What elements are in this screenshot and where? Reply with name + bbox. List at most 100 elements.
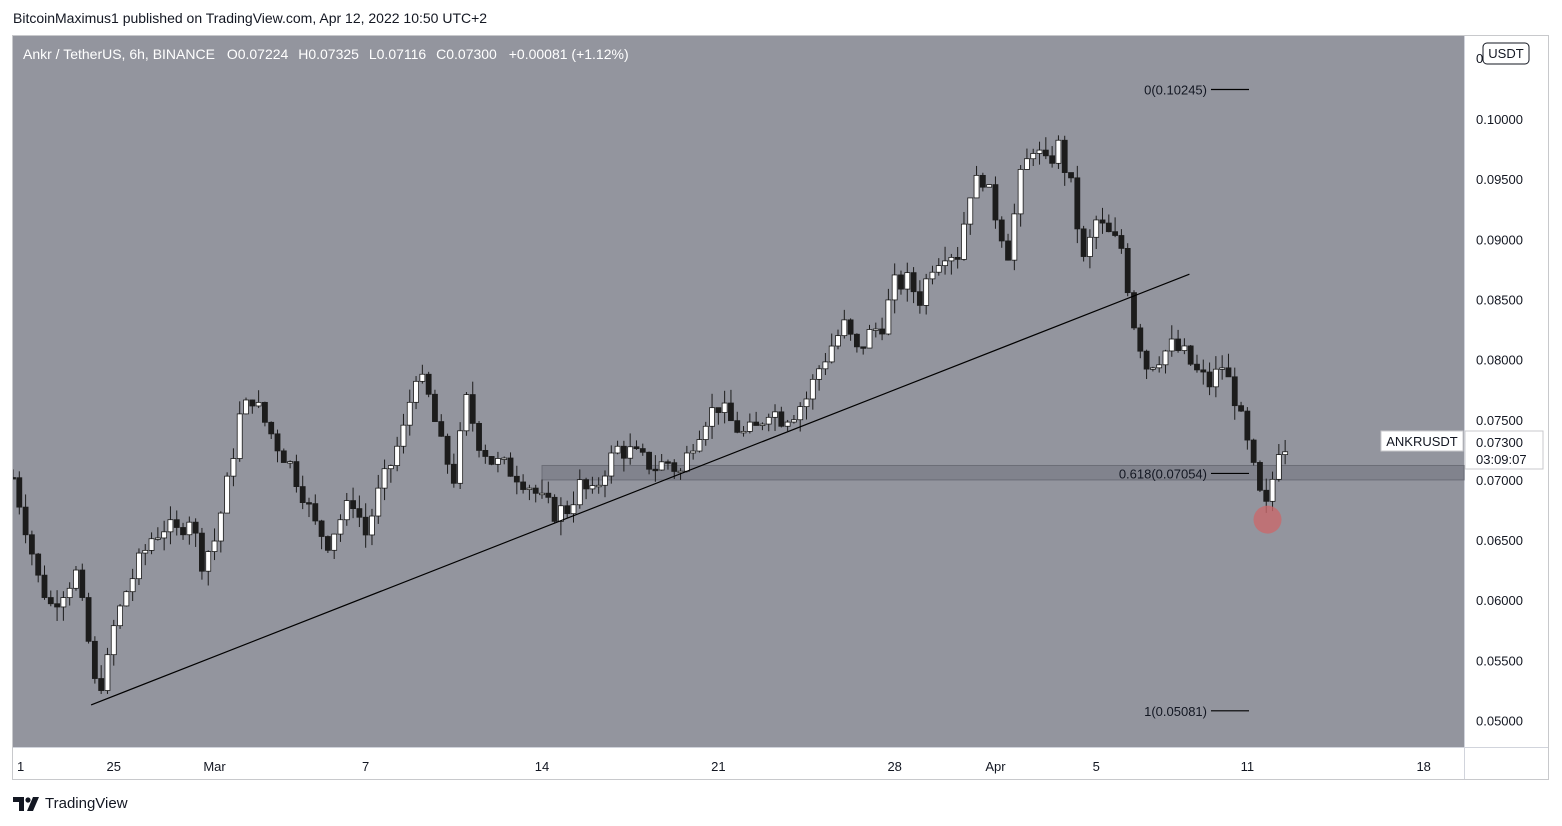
candle-body-up	[1269, 478, 1276, 502]
candle-body-up	[740, 430, 747, 434]
candle	[1219, 355, 1226, 380]
candle	[608, 445, 615, 484]
candle-body-up	[419, 373, 426, 382]
price-axis-bg[interactable]	[1464, 36, 1548, 747]
candle-body-up	[816, 368, 823, 380]
candle	[362, 503, 369, 548]
candle	[759, 422, 766, 431]
candle-body-up	[759, 423, 766, 426]
candle-body-up	[129, 578, 136, 593]
candle	[1143, 349, 1150, 380]
candle	[268, 421, 275, 439]
candle	[961, 211, 967, 261]
candle-body-up	[765, 416, 772, 425]
candle-body-down	[425, 373, 432, 395]
last-price-tag[interactable]: ANKRUSDT 0.07300 03:09:07	[1380, 430, 1544, 470]
currency-badge[interactable]: USDT	[1482, 42, 1530, 65]
footer-brand[interactable]: TradingView	[13, 795, 128, 812]
candle-body-up	[394, 445, 401, 466]
price-tick-label: 0.07000	[1476, 473, 1523, 488]
price-tick-label: 0.10000	[1476, 112, 1523, 127]
price-tag-value: 0.07300	[1476, 435, 1523, 450]
candle	[1282, 439, 1289, 465]
candle	[1030, 148, 1037, 167]
candle	[545, 481, 552, 504]
candle-body-up	[526, 487, 533, 490]
candle	[255, 390, 262, 409]
candle	[551, 494, 558, 524]
candle-body-down	[1244, 410, 1251, 441]
candle	[633, 440, 640, 450]
legend-change: +0.00081 (+1.12%)	[509, 46, 629, 62]
candle	[318, 519, 325, 550]
candle-body-down	[545, 492, 552, 498]
candle	[1017, 165, 1024, 227]
candle	[696, 430, 703, 453]
candle	[602, 470, 608, 498]
candle	[1187, 344, 1194, 367]
fib-level[interactable]: 1(0.05081)	[1144, 704, 1249, 719]
candle-body-up	[614, 445, 621, 454]
candle-body-up	[495, 458, 501, 465]
candle-body-down	[564, 505, 571, 515]
candle-body-up	[803, 398, 810, 408]
candle-body-down	[652, 468, 659, 472]
price-tag-box	[1464, 430, 1544, 470]
candle-body-down	[1263, 489, 1270, 502]
candle	[1137, 323, 1144, 359]
candle-body-up	[809, 378, 816, 400]
legend-open-label: O	[227, 46, 238, 62]
candle-body-down	[432, 393, 438, 422]
candle-body-down	[13, 477, 16, 480]
candle-body-up	[255, 401, 262, 407]
price-tick-label: 0.08500	[1476, 292, 1523, 307]
candle	[469, 381, 476, 432]
candle-body-down	[1080, 228, 1087, 257]
candle-body-down	[54, 603, 60, 608]
candle	[891, 263, 898, 314]
candle-body-up	[1156, 364, 1163, 369]
candle	[136, 548, 142, 585]
candle-body-up	[236, 413, 243, 459]
fib-level[interactable]: 0(0.10245)	[1144, 83, 1249, 98]
candle	[173, 510, 180, 536]
fibonacci-levels[interactable]: 0(0.10245) 0.618(0.07054) 1(0.05081)	[1119, 83, 1249, 719]
time-tick-label: 7	[362, 759, 369, 774]
candle-body-down	[98, 678, 105, 691]
candle	[142, 544, 149, 566]
candle-body-up	[1168, 338, 1175, 352]
candle	[1074, 165, 1081, 244]
candle	[1055, 135, 1062, 169]
candle	[570, 491, 577, 523]
time-tick-label: 11	[1241, 759, 1255, 774]
candle	[1036, 141, 1043, 165]
candle-body-up	[104, 654, 111, 691]
chart-canvas[interactable]: 0(0.10245) 0.618(0.07054) 1(0.05081) 0.050…	[13, 36, 1548, 779]
candle	[432, 389, 438, 422]
candle	[482, 444, 489, 464]
time-axis-bg[interactable]	[13, 747, 1464, 779]
candle-body-up	[690, 450, 697, 454]
candle-body-down	[520, 481, 527, 490]
fib-level[interactable]: 0.618(0.07054)	[1119, 466, 1249, 481]
candle	[1042, 137, 1049, 160]
candle-body-up	[1036, 149, 1043, 154]
candle-body-down	[847, 319, 854, 335]
candle	[809, 374, 816, 410]
plot-area[interactable]	[13, 36, 1464, 747]
candle-body-down	[1238, 405, 1244, 412]
candle-body-up	[570, 504, 577, 515]
ascending-trendline[interactable]	[90, 273, 1190, 706]
candle-body-up	[287, 461, 294, 464]
candle	[778, 406, 785, 428]
candle	[450, 453, 457, 488]
candle	[979, 172, 986, 192]
candle-body-up	[885, 299, 892, 335]
candle	[847, 318, 854, 341]
chart-frame[interactable]: 0(0.10245) 0.618(0.07054) 1(0.05081) 0.050…	[12, 35, 1549, 780]
candle	[1087, 229, 1093, 269]
candle-body-down	[450, 463, 457, 484]
price-tick-label: 0.09500	[1476, 172, 1523, 187]
candle-body-down	[1068, 172, 1074, 179]
candle	[998, 216, 1005, 248]
